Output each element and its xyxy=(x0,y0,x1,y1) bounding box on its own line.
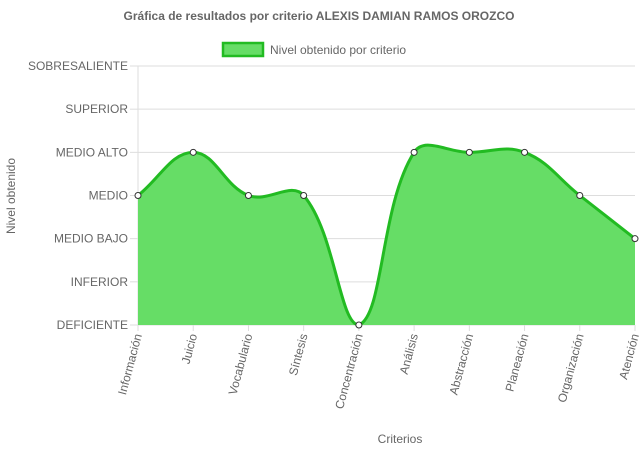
y-tick-label: SUPERIOR xyxy=(65,102,128,116)
x-axis-ticks: Información Juicio Vocabulario Síntesis Conc… xyxy=(115,332,639,411)
series-line xyxy=(137,143,636,327)
series-points xyxy=(134,148,639,329)
y-tick-label: MEDIO xyxy=(89,189,128,203)
y-tick-label: DEFICIENTE xyxy=(57,318,128,332)
data-point[interactable] xyxy=(576,192,584,199)
data-point[interactable] xyxy=(244,192,252,199)
x-tick-label: Planeación xyxy=(503,332,532,393)
x-tick-label: Síntesis xyxy=(286,332,311,377)
data-point[interactable] xyxy=(465,148,473,156)
legend-label: Nivel obtenido por criterio xyxy=(270,43,406,57)
y-tick-label: MEDIO BAJO xyxy=(54,232,128,246)
data-point[interactable] xyxy=(300,192,308,199)
y-axis-title: Nivel obtenido xyxy=(4,158,18,234)
data-point[interactable] xyxy=(134,192,142,199)
data-point[interactable] xyxy=(521,148,529,156)
data-point[interactable] xyxy=(631,235,639,243)
x-tick-label: Análisis xyxy=(397,332,421,376)
y-tick-label: SOBRESALIENTE xyxy=(28,59,128,73)
x-tick-label: Organización xyxy=(555,332,587,404)
x-tick-label: Juicio xyxy=(179,332,201,366)
data-point[interactable] xyxy=(355,321,363,329)
legend-swatch xyxy=(221,41,265,58)
x-tick-label: Vocabulario xyxy=(226,332,256,397)
chart-title: Gráfica de resultados por criterio ALEXI… xyxy=(124,9,515,23)
y-tick-label: MEDIO ALTO xyxy=(56,145,128,159)
x-axis-title: Criterios xyxy=(378,432,423,446)
y-axis-ticks: DEFICIENTE INFERIOR MEDIO BAJO MEDIO MEDIO A… xyxy=(28,59,128,332)
x-tick-label: Información xyxy=(115,332,145,396)
series-area xyxy=(138,145,635,325)
data-point[interactable] xyxy=(189,148,197,156)
data-point[interactable] xyxy=(410,148,418,156)
x-tick-label: Atención xyxy=(616,332,639,381)
x-tick-label: Abstracción xyxy=(446,332,476,396)
y-tick-label: INFERIOR xyxy=(71,275,129,289)
x-tick-label: Concentración xyxy=(332,332,366,410)
legend[interactable]: Nivel obtenido por criterio xyxy=(221,41,406,58)
